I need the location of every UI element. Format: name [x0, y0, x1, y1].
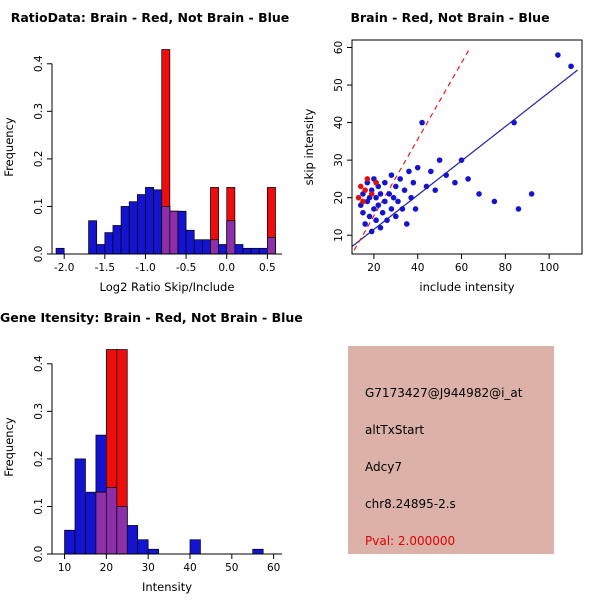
- svg-text:40: 40: [333, 116, 345, 129]
- ratio-histogram-chart: -2.0 -1.5 -1.0 -0.5 0.0 0.5 0.0 0.1 0.2 0.3 0.4 Log…: [2, 49, 282, 294]
- svg-text:30: 30: [141, 562, 154, 574]
- svg-text:20: 20: [367, 262, 380, 274]
- p-value: Pval: 2.000000: [365, 534, 456, 548]
- svg-text:10: 10: [58, 562, 71, 574]
- gene-symbol: Adcy7: [365, 460, 402, 474]
- svg-text:0.1: 0.1: [33, 198, 45, 215]
- event-type: altTxStart: [365, 423, 425, 437]
- svg-text:Log2 Ratio Skip/Include: Log2 Ratio Skip/Include: [100, 280, 235, 294]
- svg-text:80: 80: [499, 262, 512, 274]
- svg-text:50: 50: [225, 562, 238, 574]
- svg-text:20: 20: [333, 191, 345, 204]
- panel-intensity-scatter: Brain - Red, Not Brain - Blue 20 40 60 80 10…: [300, 0, 600, 300]
- svg-text:60: 60: [455, 262, 468, 274]
- svg-text:Frequency: Frequency: [2, 417, 16, 477]
- svg-text:10: 10: [333, 229, 345, 242]
- gene-intensity-histogram-chart: 10 20 30 40 50 60 0.0 0.1 0.2 0.3 0.4 Intensity Freq…: [2, 349, 282, 594]
- panel-ratio-histogram: RatioData: Brain - Red, Not Brain - Blue…: [0, 0, 300, 300]
- svg-text:40: 40: [183, 562, 196, 574]
- svg-text:-0.5: -0.5: [176, 262, 197, 274]
- svg-text:-1.5: -1.5: [95, 262, 116, 274]
- svg-text:Frequency: Frequency: [2, 117, 16, 177]
- svg-text:0.4: 0.4: [33, 55, 45, 72]
- intensity-scatter-title: Brain - Red, Not Brain - Blue: [350, 10, 550, 25]
- svg-text:0.1: 0.1: [33, 498, 45, 515]
- gene-intensity-histogram-title: Gene Itensity: Brain - Red, Not Brain - …: [0, 310, 303, 325]
- svg-text:Intensity: Intensity: [142, 580, 192, 594]
- svg-text:0.2: 0.2: [33, 151, 45, 168]
- svg-text:0.0: 0.0: [33, 546, 45, 563]
- svg-text:30: 30: [333, 153, 345, 166]
- ratio-histogram-title: RatioData: Brain - Red, Not Brain - Blue: [10, 10, 290, 25]
- probe-id: G7173427@J944982@i_at: [365, 386, 523, 400]
- svg-text:-2.0: -2.0: [54, 262, 75, 274]
- intensity-scatter-chart: 20 40 60 80 100 10 20 30 40 50 60 include intensity…: [302, 39, 583, 294]
- svg-text:0.5: 0.5: [259, 262, 276, 274]
- svg-text:0.0: 0.0: [218, 262, 235, 274]
- svg-text:40: 40: [411, 262, 424, 274]
- svg-text:0.2: 0.2: [33, 451, 45, 468]
- panel-gene-info: G7173427@J944982@i_at altTxStart Adcy7 c…: [300, 300, 600, 600]
- svg-text:0.3: 0.3: [33, 403, 45, 420]
- svg-text:0.4: 0.4: [33, 355, 45, 372]
- panel-gene-intensity-histogram: Gene Itensity: Brain - Red, Not Brain - …: [0, 300, 303, 600]
- svg-text:-1.0: -1.0: [135, 262, 156, 274]
- svg-text:0.0: 0.0: [33, 246, 45, 263]
- svg-text:0.3: 0.3: [33, 103, 45, 120]
- svg-text:60: 60: [333, 41, 345, 54]
- svg-text:skip intensity: skip intensity: [302, 108, 316, 185]
- svg-text:60: 60: [267, 562, 280, 574]
- locus: chr8.24895-2.s: [365, 497, 456, 511]
- svg-text:20: 20: [100, 562, 113, 574]
- gene-info-box: G7173427@J944982@i_at altTxStart Adcy7 c…: [348, 346, 554, 554]
- svg-text:50: 50: [333, 78, 345, 91]
- svg-text:include intensity: include intensity: [419, 280, 514, 294]
- svg-text:100: 100: [539, 262, 559, 274]
